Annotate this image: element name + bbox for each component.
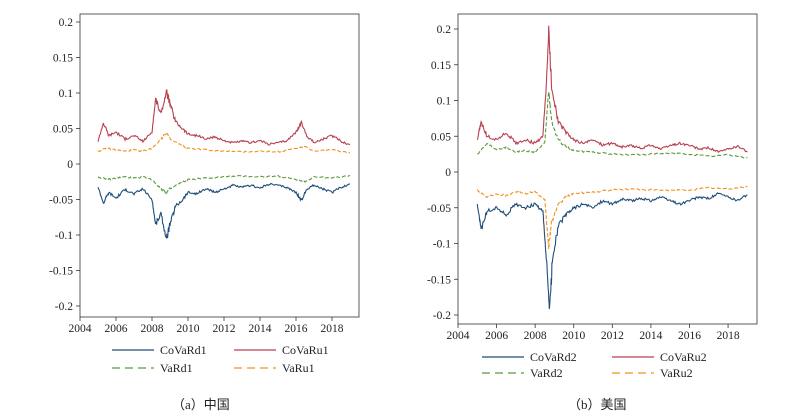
caption-a: （a）中国 xyxy=(172,397,230,412)
y-tick-label: -0.2 xyxy=(55,301,73,313)
y-tick-label: 0.05 xyxy=(431,131,451,143)
series-line-covard2 xyxy=(476,192,748,310)
series-a xyxy=(97,89,351,240)
y-tick-label: 0.2 xyxy=(59,17,74,29)
caption-b: （b）美国 xyxy=(568,397,627,412)
legend-label-varu2: VaRu2 xyxy=(660,366,693,380)
x-axis-b: 2004 2006 2008 2010 2012 2014 2016 2018 xyxy=(447,324,740,342)
y-tick-label: 0 xyxy=(67,159,73,171)
y-tick-label: -0.15 xyxy=(427,274,451,286)
series-line-varu2 xyxy=(476,185,748,250)
x-tick-label: 2008 xyxy=(524,330,547,342)
legend-label-vard2: VaRd2 xyxy=(530,366,563,380)
y-tick-label: 0.15 xyxy=(431,60,451,72)
legend-label-vard1: VaRd1 xyxy=(160,361,193,375)
y-tick-label: 0.1 xyxy=(437,96,452,108)
x-axis-a: 2004 2006 2008 2010 2012 2014 2016 2018 xyxy=(69,317,344,335)
x-tick-label: 2006 xyxy=(105,323,128,335)
legend-label-covaru1: CoVaRu1 xyxy=(282,343,329,357)
x-tick-label: 2010 xyxy=(562,330,585,342)
series-b xyxy=(476,25,748,310)
plot-area-b xyxy=(457,13,758,325)
legend-label-covaru2: CoVaRu2 xyxy=(660,350,707,364)
x-tick-label: 2010 xyxy=(177,323,200,335)
y-axis-a: -0.2 -0.15 -0.1 -0.05 0 0.05 0.1 0.15 0.2 xyxy=(49,17,80,313)
y-tick-label: -0.15 xyxy=(49,266,73,278)
x-tick-label: 2004 xyxy=(447,330,470,342)
legend-label-varu1: VaRu1 xyxy=(282,361,315,375)
legend-label-covard1: CoVaRd1 xyxy=(160,343,207,357)
y-tick-label: -0.2 xyxy=(433,310,451,322)
series-line-covaru2 xyxy=(476,25,748,154)
series-line-vard1 xyxy=(97,174,351,195)
x-tick-label: 2018 xyxy=(321,323,344,335)
x-tick-label: 2006 xyxy=(485,330,508,342)
y-axis-b: -0.2 -0.15 -0.1 -0.05 0 0.05 0.1 0.15 0.2 xyxy=(427,24,458,322)
y-tick-label: 0.1 xyxy=(59,88,74,100)
y-tick-label: -0.1 xyxy=(55,230,73,242)
series-line-covaru1 xyxy=(97,89,351,146)
y-tick-label: 0.05 xyxy=(53,124,73,136)
series-line-varu1 xyxy=(97,131,351,154)
legend-label-covard2: CoVaRd2 xyxy=(530,350,577,364)
y-tick-label: -0.1 xyxy=(433,239,451,251)
y-tick-label: -0.05 xyxy=(427,203,451,215)
x-tick-label: 2016 xyxy=(678,330,701,342)
x-tick-label: 2012 xyxy=(213,323,236,335)
y-tick-label: 0.15 xyxy=(53,53,73,65)
plot-area-a xyxy=(79,13,360,318)
series-line-vard2 xyxy=(477,91,748,159)
y-tick-label: -0.05 xyxy=(49,195,73,207)
y-tick-label: 0.2 xyxy=(437,24,452,36)
legend-b: CoVaRd2 CoVaRu2 VaRd2 VaRu2 xyxy=(482,350,707,380)
x-tick-label: 2012 xyxy=(601,330,624,342)
series-line-covard1 xyxy=(97,182,351,240)
x-tick-label: 2014 xyxy=(639,330,662,342)
x-tick-label: 2004 xyxy=(69,323,92,335)
x-tick-label: 2016 xyxy=(285,323,308,335)
x-tick-label: 2008 xyxy=(141,323,164,335)
x-tick-label: 2018 xyxy=(717,330,740,342)
x-tick-label: 2014 xyxy=(249,323,272,335)
legend-a: CoVaRd1 CoVaRu1 VaRd1 VaRu1 xyxy=(112,343,329,375)
y-tick-label: 0 xyxy=(445,167,451,179)
